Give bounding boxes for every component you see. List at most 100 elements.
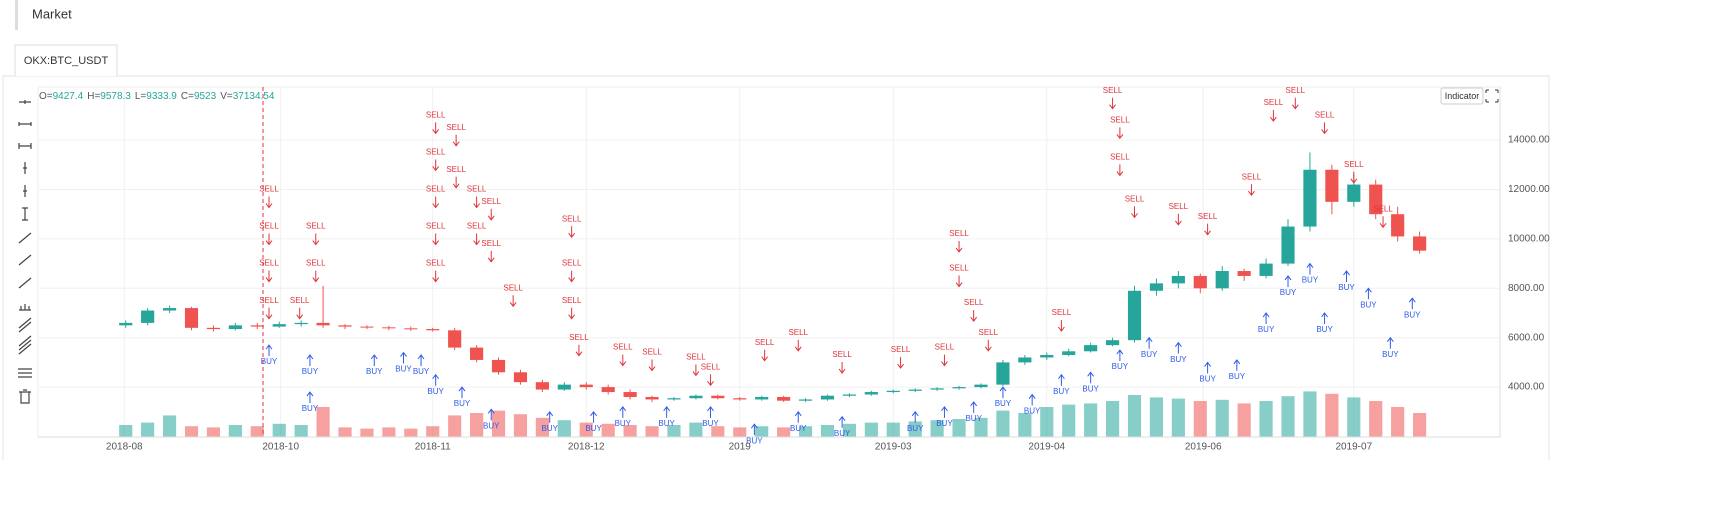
signal-arrow (941, 406, 948, 418)
signal-arrow (619, 406, 627, 418)
signal: SELL (426, 259, 446, 283)
signal-label: SELL (1125, 194, 1145, 203)
signal-arrow (546, 410, 554, 423)
volume-bar (1215, 399, 1229, 437)
legend-key: H= (87, 91, 100, 102)
signal-label: BUY (1404, 310, 1421, 319)
tool[interactable] (18, 335, 32, 355)
volume-bar (842, 423, 856, 437)
volume-bar (579, 422, 593, 437)
tool[interactable] (18, 317, 32, 333)
signal-arrow (487, 208, 495, 221)
signal-label: BUY (1258, 325, 1275, 334)
signal-label: BUY (1053, 387, 1070, 396)
signal: BUY (1112, 349, 1129, 371)
signal: SELL (1169, 202, 1189, 226)
volume-bar (1413, 413, 1427, 437)
volume-bar (667, 425, 681, 437)
candle-body (294, 322, 308, 325)
signal-label: BUY (907, 424, 924, 433)
candle-body (119, 322, 133, 326)
signal: SELL (755, 338, 775, 362)
volume-bar (974, 417, 988, 437)
candle-body (1084, 345, 1098, 352)
tool[interactable] (18, 232, 32, 244)
candle-body (491, 359, 506, 373)
signal: SELL (259, 296, 279, 320)
signal: BUY (395, 351, 412, 374)
volume-bar (250, 426, 264, 437)
volume-bar (1018, 413, 1032, 437)
signal: SELL (701, 362, 721, 387)
volume-bar (755, 426, 769, 437)
signal-label: SELL (1315, 111, 1335, 120)
signal: BUY (790, 410, 807, 433)
signal-label: BUY (615, 419, 632, 428)
signal-arrow (1058, 320, 1065, 332)
indicator-label[interactable]: Indicator (1445, 91, 1480, 101)
signal-arrow (1145, 336, 1153, 349)
tool[interactable] (18, 143, 32, 149)
signal: BUY (965, 401, 983, 423)
signal-arrow (432, 270, 440, 283)
signal: SELL (306, 259, 326, 283)
signal: BUY (1382, 336, 1399, 359)
signal-arrow (568, 307, 576, 320)
signal-label: BUY (702, 419, 719, 428)
volume-bar (184, 426, 199, 437)
tool[interactable] (19, 304, 31, 311)
volume-bar (470, 413, 484, 437)
signal-arrow (999, 386, 1007, 399)
signal-label: BUY (1338, 283, 1355, 292)
candle-body (1018, 357, 1032, 363)
signal-arrow (794, 339, 802, 352)
tool[interactable] (18, 368, 32, 378)
volume-bar (141, 422, 155, 437)
signal-arrow (432, 159, 440, 172)
signal-label: SELL (306, 222, 326, 231)
volume-bar (645, 426, 659, 437)
tool[interactable] (23, 185, 27, 197)
tab[interactable] (14, 44, 118, 76)
signal-arrow (941, 354, 948, 367)
tool[interactable] (22, 207, 28, 221)
signal-label: BUY (658, 419, 675, 428)
volume-bar (930, 420, 944, 437)
signal-arrow (306, 391, 314, 404)
signal-arrow (1116, 127, 1124, 140)
signal-arrow (1204, 361, 1211, 374)
indicator-button[interactable] (1440, 87, 1484, 105)
signal-label: SELL (979, 328, 999, 337)
legend-value: 9578.3 (100, 91, 131, 102)
tool[interactable] (18, 122, 32, 126)
tool[interactable] (19, 100, 31, 104)
signal: BUY (585, 410, 602, 433)
signal-arrow (838, 361, 846, 374)
signal: SELL (1286, 86, 1306, 110)
signal-arrow (312, 270, 320, 283)
candle-body (1193, 275, 1207, 289)
tool[interactable] (18, 254, 32, 266)
signal-label: BUY (261, 357, 278, 366)
signal-arrow (1269, 110, 1277, 122)
fullscreen-button[interactable] (1485, 89, 1499, 103)
delete-tool[interactable] (19, 389, 31, 404)
tab-label[interactable]: OKX:BTC_USDT (24, 55, 109, 67)
candle-body (733, 398, 747, 400)
legend-value: 9523 (194, 91, 217, 102)
candle-body (1215, 271, 1229, 289)
candle-body (316, 322, 330, 326)
volume-bar (1127, 395, 1142, 437)
candle-body (1347, 184, 1361, 202)
signal: SELL (446, 165, 466, 189)
signal: BUY (302, 354, 319, 376)
volume-bar (1171, 398, 1185, 437)
signal-arrow (911, 410, 919, 423)
tool[interactable] (23, 162, 27, 174)
tool[interactable] (18, 277, 32, 289)
volume-bar (1040, 407, 1054, 437)
signal-label: SELL (788, 328, 808, 337)
signal-label: BUY (427, 387, 444, 396)
signal-arrow (1028, 393, 1036, 406)
signal: BUY (1302, 262, 1319, 285)
